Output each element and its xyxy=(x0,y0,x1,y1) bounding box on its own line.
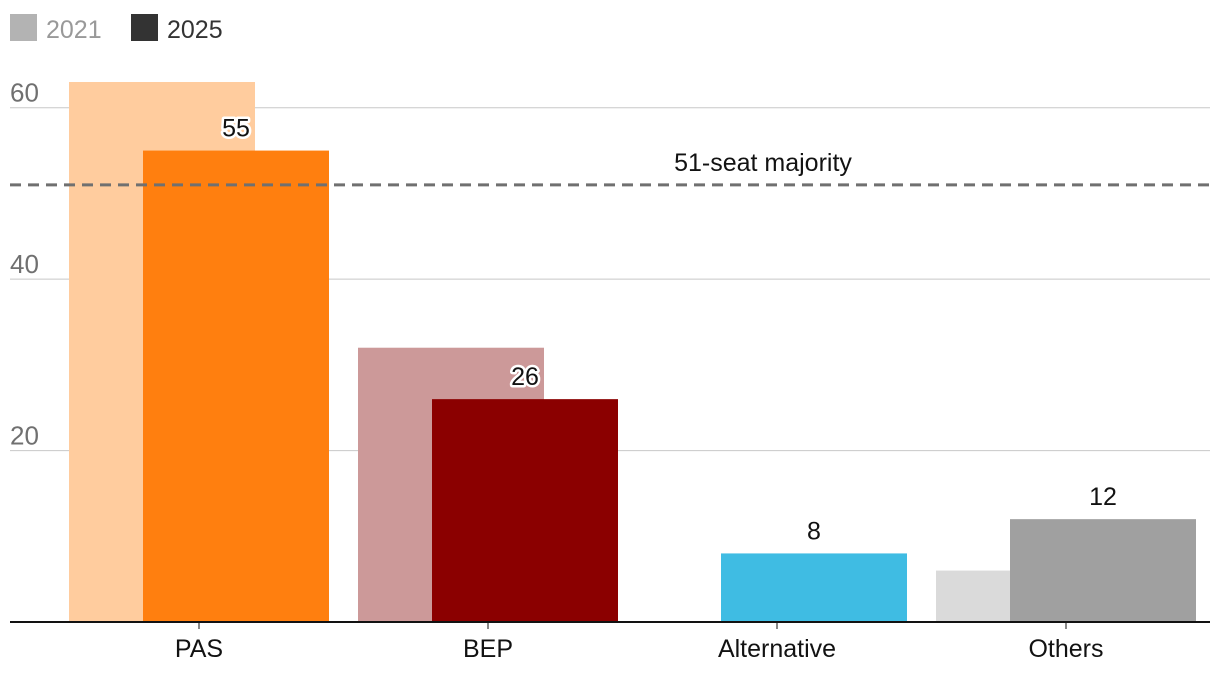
x-axis-categories: PAS BEP Alternative Others xyxy=(175,622,1104,663)
category-label-others: Others xyxy=(1028,635,1103,663)
y-tick-label-60: 60 xyxy=(10,78,39,108)
bar-pas-2025 xyxy=(143,150,329,623)
y-axis-ticks: 20 40 60 xyxy=(10,78,39,451)
data-label-pas: 55 xyxy=(222,115,250,143)
data-label-bep: 26 xyxy=(511,363,539,391)
y-tick-label-40: 40 xyxy=(10,249,39,279)
bar-bep-2025 xyxy=(432,399,618,622)
legend-label-2025: 2025 xyxy=(167,16,223,44)
legend: 2021 2025 xyxy=(10,14,223,44)
category-label-alternative: Alternative xyxy=(718,635,836,663)
bars xyxy=(69,82,1196,623)
legend-swatch-2021 xyxy=(10,14,37,41)
data-label-others: 12 xyxy=(1089,483,1117,511)
data-label-alternative: 8 xyxy=(807,517,821,545)
bar-others-2025 xyxy=(1010,519,1196,622)
data-labels: 55 26 8 12 xyxy=(220,112,1120,548)
category-label-pas: PAS xyxy=(175,635,223,663)
y-tick-label-20: 20 xyxy=(10,421,39,451)
bar-alternative-2025 xyxy=(721,553,907,622)
category-label-bep: BEP xyxy=(463,635,513,663)
majority-reference: 51-seat majority xyxy=(10,146,1210,187)
legend-swatch-2025 xyxy=(131,14,158,41)
majority-label: 51-seat majority xyxy=(674,149,852,177)
legend-label-2021: 2021 xyxy=(46,16,102,44)
